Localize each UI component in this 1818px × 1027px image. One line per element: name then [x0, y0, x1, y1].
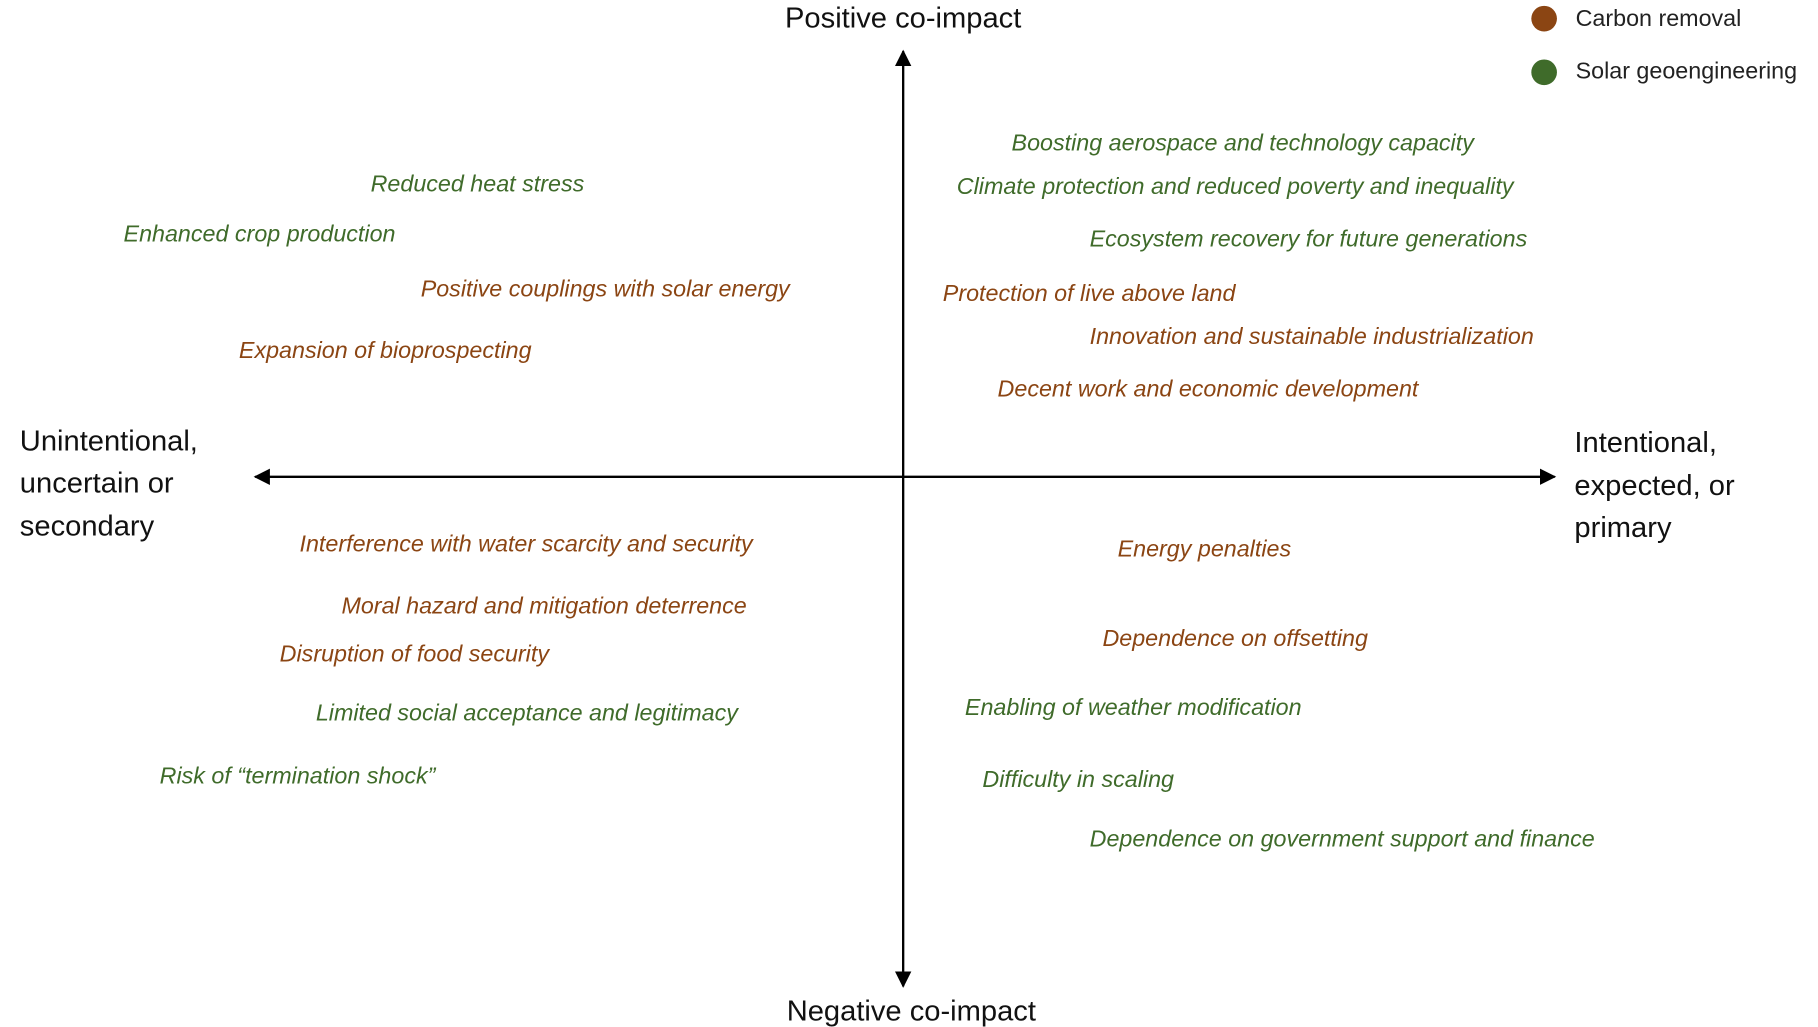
axis-label: Intentional,: [1574, 427, 1716, 459]
legend-marker: [1531, 5, 1557, 32]
impact-label: Ecosystem recovery for future generation…: [1090, 225, 1528, 251]
axis-label: Positive co-impact: [785, 3, 1021, 35]
impact-label: Enhanced crop production: [124, 221, 396, 247]
bottom-left-quadrant: Interference with water scarcity and sec…: [160, 531, 754, 789]
impact-label: Risk of “termination shock”: [160, 763, 437, 789]
legend-label: Solar geoengineering: [1576, 57, 1797, 83]
impact-label: Limited social acceptance and legitimacy: [316, 700, 739, 726]
impact-label: Climate protection and reduced poverty a…: [957, 173, 1515, 199]
impact-label: Energy penalties: [1118, 535, 1292, 561]
impact-label: Disruption of food security: [280, 640, 551, 666]
impact-label: Interference with water scarcity and sec…: [300, 531, 754, 557]
top-right-quadrant: Boosting aerospace and technology capaci…: [943, 130, 1534, 402]
axis-label: expected, or: [1574, 470, 1735, 502]
impact-label: Enabling of weather modification: [965, 694, 1302, 720]
impact-label: Decent work and economic development: [998, 376, 1420, 402]
impact-label: Protection of live above land: [943, 280, 1237, 306]
legend-label: Carbon removal: [1576, 5, 1742, 31]
impact-label: Moral hazard and mitigation deterrence: [341, 592, 746, 618]
axis-label: Negative co-impact: [787, 996, 1036, 1027]
top-left-quadrant: Reduced heat stress Enhanced crop produc…: [124, 171, 792, 364]
axis-label: primary: [1574, 512, 1672, 544]
impact-label: Innovation and sustainable industrializa…: [1090, 323, 1534, 349]
impact-label: Difficulty in scaling: [982, 766, 1174, 792]
axis-label: secondary: [20, 511, 155, 543]
axis-label: uncertain or: [20, 468, 174, 500]
bottom-right-quadrant: Energy penalties Dependence on offsettin…: [965, 535, 1595, 851]
impact-label: Dependence on government support and fin…: [1090, 826, 1595, 852]
impact-label: Positive couplings with solar energy: [421, 275, 791, 301]
axis-label: Unintentional,: [20, 426, 198, 458]
impact-label: Dependence on offsetting: [1102, 625, 1368, 651]
impact-label: Boosting aerospace and technology capaci…: [1012, 130, 1476, 156]
impact-label: Expansion of bioprospecting: [239, 337, 532, 363]
legend-marker: [1531, 59, 1557, 86]
impact-label: Reduced heat stress: [371, 171, 585, 197]
